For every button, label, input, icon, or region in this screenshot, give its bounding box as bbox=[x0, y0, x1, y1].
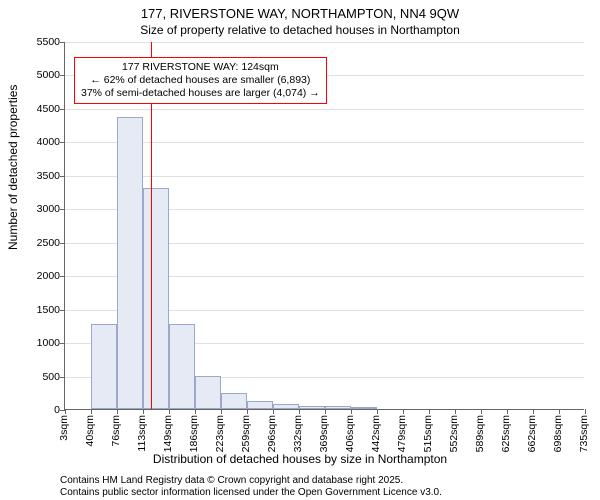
histogram-bar bbox=[169, 324, 195, 409]
y-tick-label: 3000 bbox=[37, 203, 60, 215]
callout-line3: 37% of semi-detached houses are larger (… bbox=[81, 87, 320, 100]
histogram-bar bbox=[117, 117, 143, 409]
x-tick-label: 223sqm bbox=[214, 415, 226, 452]
chart-subtitle: Size of property relative to detached ho… bbox=[0, 23, 600, 37]
y-tick-label: 500 bbox=[42, 371, 60, 383]
histogram-bar bbox=[325, 406, 351, 409]
x-tick-label: 406sqm bbox=[344, 415, 356, 452]
x-tick-label: 479sqm bbox=[396, 415, 408, 452]
property-size-chart: 177, RIVERSTONE WAY, NORTHAMPTON, NN4 9Q… bbox=[0, 0, 600, 500]
x-tick-label: 369sqm bbox=[318, 415, 330, 452]
x-tick-label: 149sqm bbox=[162, 415, 174, 452]
histogram-bar bbox=[91, 324, 117, 409]
x-tick-label: 662sqm bbox=[526, 415, 538, 452]
callout-line1: 177 RIVERSTONE WAY: 124sqm bbox=[81, 61, 320, 74]
x-tick-label: 625sqm bbox=[500, 415, 512, 452]
y-tick-label: 4500 bbox=[37, 103, 60, 115]
y-tick-label: 3500 bbox=[37, 170, 60, 182]
y-tick-label: 5500 bbox=[37, 36, 60, 48]
histogram-bar bbox=[299, 406, 325, 409]
x-tick-label: 589sqm bbox=[474, 415, 486, 452]
x-tick-label: 552sqm bbox=[448, 415, 460, 452]
y-tick-label: 2000 bbox=[37, 270, 60, 282]
x-tick-label: 40sqm bbox=[84, 415, 96, 447]
x-tick-label: 698sqm bbox=[552, 415, 564, 452]
attribution-line1: Contains HM Land Registry data © Crown c… bbox=[60, 475, 442, 487]
x-tick-label: 259sqm bbox=[240, 415, 252, 452]
x-tick-label: 515sqm bbox=[422, 415, 434, 452]
x-tick-label: 76sqm bbox=[110, 415, 122, 447]
x-tick-label: 186sqm bbox=[188, 415, 200, 452]
attribution-text: Contains HM Land Registry data © Crown c… bbox=[60, 475, 442, 498]
attribution-line2: Contains public sector information licen… bbox=[60, 487, 442, 499]
chart-title-address: 177, RIVERSTONE WAY, NORTHAMPTON, NN4 9Q… bbox=[0, 6, 600, 21]
x-tick-label: 332sqm bbox=[292, 415, 304, 452]
histogram-bar bbox=[195, 376, 221, 409]
x-axis-label: Distribution of detached houses by size … bbox=[0, 452, 600, 466]
y-tick-label: 2500 bbox=[37, 237, 60, 249]
histogram-bar bbox=[273, 404, 299, 409]
y-tick-label: 1500 bbox=[37, 304, 60, 316]
histogram-bar bbox=[351, 407, 377, 409]
y-tick-label: 4000 bbox=[37, 136, 60, 148]
y-tick-label: 5000 bbox=[37, 69, 60, 81]
callout-box: 177 RIVERSTONE WAY: 124sqm← 62% of detac… bbox=[74, 57, 327, 104]
y-tick-label: 1000 bbox=[37, 337, 60, 349]
y-axis-label: Number of detached properties bbox=[6, 85, 20, 250]
x-tick-label: 296sqm bbox=[266, 415, 278, 452]
callout-line2: ← 62% of detached houses are smaller (6,… bbox=[81, 74, 320, 87]
x-tick-label: 735sqm bbox=[578, 415, 590, 452]
x-tick-label: 3sqm bbox=[58, 415, 70, 441]
x-tick-label: 442sqm bbox=[370, 415, 382, 452]
histogram-bar bbox=[143, 188, 169, 409]
histogram-bar bbox=[221, 393, 247, 409]
x-tick-label: 113sqm bbox=[136, 415, 148, 452]
histogram-bar bbox=[247, 401, 273, 409]
